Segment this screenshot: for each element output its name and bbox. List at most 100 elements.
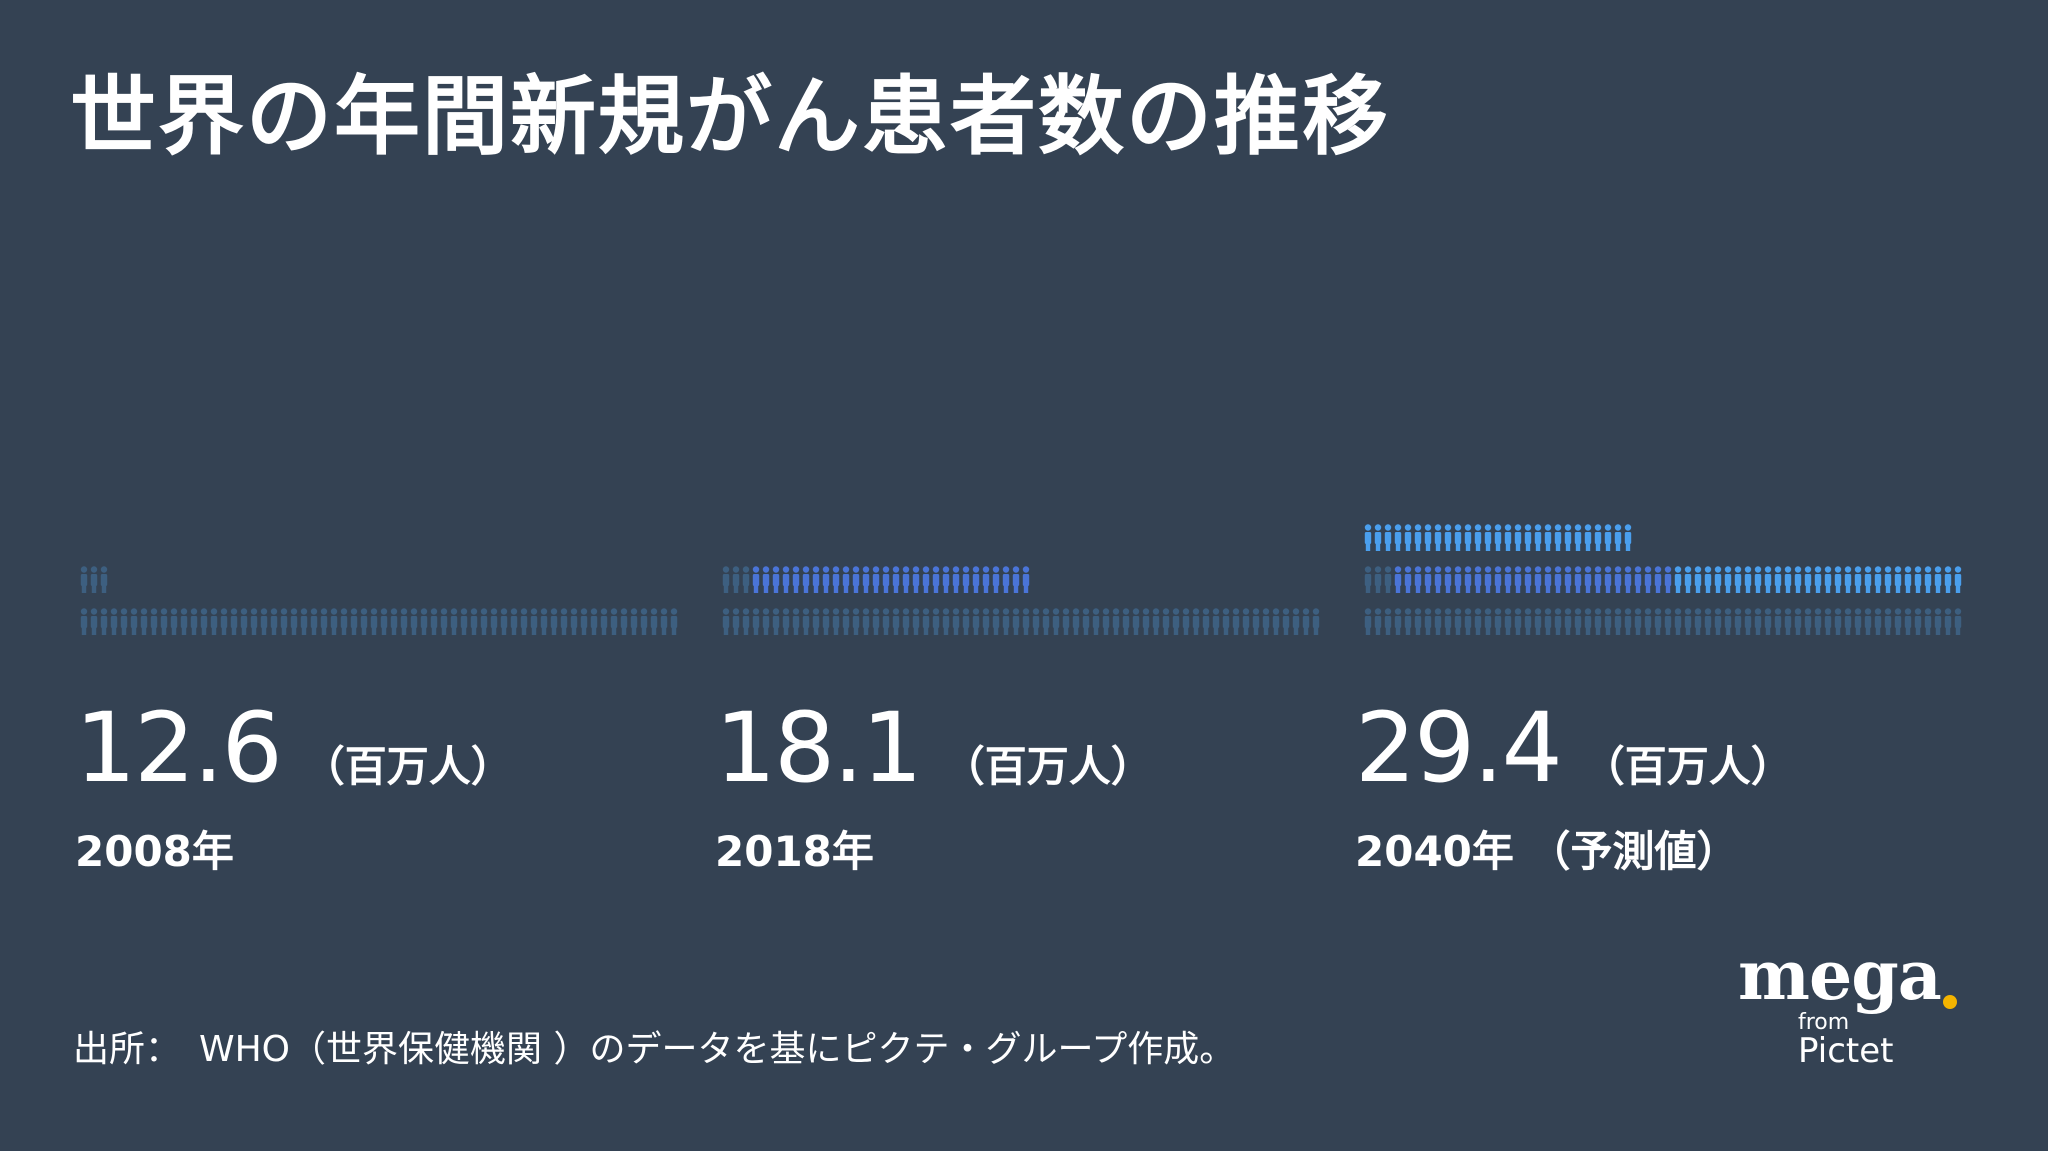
person-icon — [1644, 608, 1652, 635]
person-icon — [540, 608, 548, 635]
person-icon — [590, 608, 598, 635]
person-icon — [1534, 524, 1542, 551]
person-icon — [1302, 608, 1310, 635]
person-icon — [1424, 608, 1432, 635]
person-icon — [1914, 608, 1922, 635]
person-icon — [1142, 608, 1150, 635]
person-icon — [1454, 608, 1462, 635]
person-icon — [1814, 566, 1822, 593]
person-icon — [610, 608, 618, 635]
person-icon — [1132, 608, 1140, 635]
person-icon — [1634, 566, 1642, 593]
person-icon — [902, 566, 910, 593]
person-icon — [340, 608, 348, 635]
person-icon — [1404, 608, 1412, 635]
person-icon — [1624, 524, 1632, 551]
person-icon — [460, 608, 468, 635]
person-icon — [360, 608, 368, 635]
value-label: 12.6 — [75, 692, 283, 804]
person-icon — [500, 608, 508, 635]
person-icon — [1864, 608, 1872, 635]
person-icon — [1524, 524, 1532, 551]
person-icon — [1494, 608, 1502, 635]
person-icon — [1734, 566, 1742, 593]
person-icon — [942, 608, 950, 635]
person-icon — [1484, 608, 1492, 635]
person-icon — [1474, 566, 1482, 593]
person-icon — [792, 608, 800, 635]
person-icon — [1032, 608, 1040, 635]
person-icon — [1584, 566, 1592, 593]
stat-2040: 29.4 （百万人） — [1355, 692, 1793, 804]
person-icon — [1704, 566, 1712, 593]
person-icon — [1524, 566, 1532, 593]
person-icon — [732, 608, 740, 635]
person-icon — [470, 608, 478, 635]
person-icon — [210, 608, 218, 635]
person-icon — [1524, 608, 1532, 635]
person-icon — [280, 608, 288, 635]
person-icon — [1804, 566, 1812, 593]
person-icon — [510, 608, 518, 635]
person-icon — [1534, 608, 1542, 635]
person-icon — [892, 566, 900, 593]
person-icon — [822, 608, 830, 635]
person-icon — [1764, 566, 1772, 593]
person-icon — [742, 566, 750, 593]
person-icon — [1724, 608, 1732, 635]
person-icon — [1714, 608, 1722, 635]
person-icon — [1614, 566, 1622, 593]
value-label: 18.1 — [715, 692, 923, 804]
person-icon — [290, 608, 298, 635]
person-icon — [1564, 524, 1572, 551]
person-icon — [752, 608, 760, 635]
person-icon — [1082, 608, 1090, 635]
person-icon — [550, 608, 558, 635]
person-icon — [1744, 566, 1752, 593]
person-icon — [922, 566, 930, 593]
person-icon — [802, 566, 810, 593]
person-icon — [1594, 566, 1602, 593]
person-icon — [270, 608, 278, 635]
person-icon — [1834, 608, 1842, 635]
person-icon — [1724, 566, 1732, 593]
person-icon — [1484, 524, 1492, 551]
person-icon — [922, 608, 930, 635]
person-icon — [952, 608, 960, 635]
person-icon — [1504, 524, 1512, 551]
person-icon — [1454, 524, 1462, 551]
person-icon — [1022, 608, 1030, 635]
person-icon — [1804, 608, 1812, 635]
person-icon — [1162, 608, 1170, 635]
person-icon — [1584, 608, 1592, 635]
pictogram-chart — [80, 524, 1962, 635]
person-icon — [300, 608, 308, 635]
category-label: 2008年 — [75, 827, 234, 876]
person-icon — [1202, 608, 1210, 635]
person-icon — [1152, 608, 1160, 635]
person-icon — [1744, 608, 1752, 635]
person-icon — [1714, 566, 1722, 593]
person-icon — [1444, 524, 1452, 551]
person-icon — [1764, 608, 1772, 635]
person-icon — [942, 566, 950, 593]
person-icon — [832, 608, 840, 635]
person-icon — [1604, 524, 1612, 551]
person-icon — [1674, 566, 1682, 593]
person-icon — [1594, 608, 1602, 635]
person-icon — [722, 608, 730, 635]
unit-label: （百万人） — [1582, 742, 1793, 791]
person-icon — [1534, 566, 1542, 593]
person-icon — [1584, 524, 1592, 551]
person-icon — [1232, 608, 1240, 635]
person-icon — [1102, 608, 1110, 635]
person-icon — [1212, 608, 1220, 635]
person-icon — [1464, 608, 1472, 635]
person-icon — [1434, 566, 1442, 593]
person-icon — [1012, 566, 1020, 593]
person-icon — [1062, 608, 1070, 635]
person-icon — [962, 566, 970, 593]
person-icon — [350, 608, 358, 635]
person-icon — [732, 566, 740, 593]
person-icon — [1414, 524, 1422, 551]
